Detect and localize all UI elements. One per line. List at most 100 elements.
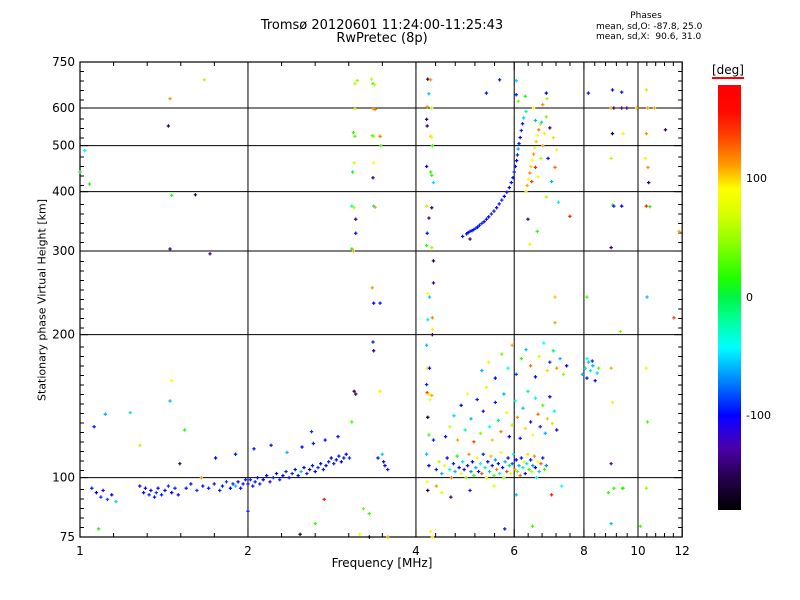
data-point: [166, 484, 171, 488]
data-point: [430, 143, 435, 148]
data-point: [478, 461, 483, 466]
data-point: [533, 165, 538, 170]
data-point: [524, 347, 528, 352]
data-point: [593, 378, 597, 383]
data-point: [339, 460, 344, 464]
data-point: [427, 366, 432, 370]
data-point: [590, 359, 594, 363]
data-point: [530, 179, 534, 184]
data-point: [386, 535, 390, 539]
data-point: [427, 392, 431, 396]
phases-mean-o: mean, sd,O: -87.8, 25.0: [596, 21, 703, 32]
data-point: [92, 425, 96, 429]
data-point: [553, 165, 557, 170]
data-point: [609, 521, 613, 526]
data-point: [542, 341, 546, 345]
data-point: [114, 499, 118, 504]
data-point: [472, 440, 476, 444]
data-point: [672, 316, 676, 320]
x-tick-label: 10: [630, 544, 645, 558]
data-point: [354, 392, 358, 396]
data-point: [505, 411, 509, 415]
data-point: [383, 463, 387, 468]
data-point: [548, 395, 552, 399]
y-tick-label: 75: [60, 530, 75, 544]
data-point: [544, 91, 549, 95]
data-point: [367, 535, 372, 539]
data-point: [437, 460, 441, 464]
data-point: [231, 482, 235, 486]
data-point: [170, 378, 174, 383]
data-point: [480, 471, 484, 476]
colorbar-tick-label: -100: [746, 408, 771, 422]
data-point: [350, 420, 354, 424]
data-point: [549, 179, 554, 184]
data-point: [539, 461, 543, 466]
data-point: [519, 456, 524, 460]
colorbar-unit-label: [deg]: [712, 63, 744, 77]
data-point: [94, 490, 99, 495]
data-point: [248, 478, 253, 482]
data-point: [511, 176, 515, 180]
data-point: [505, 190, 509, 194]
data-point: [652, 106, 657, 110]
data-point: [482, 219, 486, 224]
data-point: [252, 447, 256, 451]
data-point: [514, 158, 519, 163]
data-point: [468, 229, 472, 234]
data-point: [128, 411, 132, 415]
data-point: [350, 170, 355, 174]
data-point: [516, 147, 520, 151]
data-point: [625, 106, 629, 110]
data-point: [470, 460, 475, 464]
data-point: [344, 452, 348, 456]
data-point: [513, 467, 517, 472]
data-point: [379, 143, 383, 148]
data-point: [534, 475, 539, 480]
data-point: [546, 156, 550, 161]
data-point: [510, 423, 514, 427]
data-point: [493, 376, 498, 380]
data-point: [505, 469, 509, 474]
data-point: [529, 164, 533, 169]
data-point: [645, 420, 650, 424]
data-point: [535, 133, 540, 138]
data-point: [424, 243, 429, 248]
data-point: [430, 327, 435, 332]
colorbar-tick-label: 0: [746, 290, 753, 304]
data-point: [556, 200, 561, 204]
data-point: [544, 115, 549, 119]
data-point: [371, 161, 376, 165]
data-point: [386, 467, 390, 472]
data-point: [533, 396, 538, 400]
data-point: [281, 473, 285, 478]
data-point: [426, 415, 430, 419]
data-point: [499, 429, 503, 434]
data-point: [609, 461, 613, 466]
data-point: [460, 234, 465, 239]
data-point: [193, 193, 198, 197]
data-point: [621, 131, 625, 136]
data-point: [609, 156, 613, 161]
data-point: [481, 452, 485, 456]
data-point: [541, 456, 545, 460]
data-point: [568, 214, 572, 218]
data-point: [347, 456, 352, 460]
data-point: [313, 521, 317, 526]
data-point: [427, 92, 431, 96]
data-point: [293, 467, 297, 472]
data-point: [468, 237, 472, 241]
data-point: [101, 488, 105, 493]
data-point: [530, 524, 535, 528]
data-point: [612, 204, 616, 208]
data-point: [486, 360, 491, 364]
data-point: [357, 532, 362, 536]
data-point: [354, 217, 358, 221]
data-point: [645, 295, 649, 299]
data-point: [610, 131, 615, 136]
plot-frame: [79, 61, 683, 538]
data-point: [532, 454, 537, 458]
x-tick-label: 2: [244, 544, 252, 558]
data-point: [500, 465, 505, 470]
data-point: [493, 400, 498, 405]
